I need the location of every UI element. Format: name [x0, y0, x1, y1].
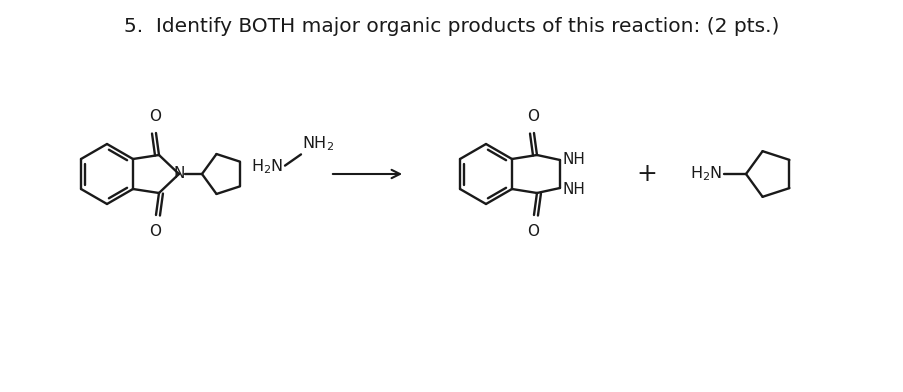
Text: O: O — [149, 224, 161, 239]
Text: +: + — [636, 162, 656, 186]
Text: $\mathregular{H_2N}$: $\mathregular{H_2N}$ — [689, 165, 721, 183]
Text: NH: NH — [563, 181, 585, 196]
Text: O: O — [149, 109, 161, 124]
Text: N: N — [173, 167, 184, 181]
Text: $\mathregular{NH_2}$: $\mathregular{NH_2}$ — [302, 135, 334, 153]
Text: O: O — [526, 224, 538, 239]
Text: $\mathregular{H_2N}$: $\mathregular{H_2N}$ — [250, 157, 283, 176]
Text: NH: NH — [563, 151, 585, 167]
Text: O: O — [526, 109, 538, 124]
Text: 5.  Identify BOTH major organic products of this reaction: (2 pts.): 5. Identify BOTH major organic products … — [125, 17, 778, 36]
